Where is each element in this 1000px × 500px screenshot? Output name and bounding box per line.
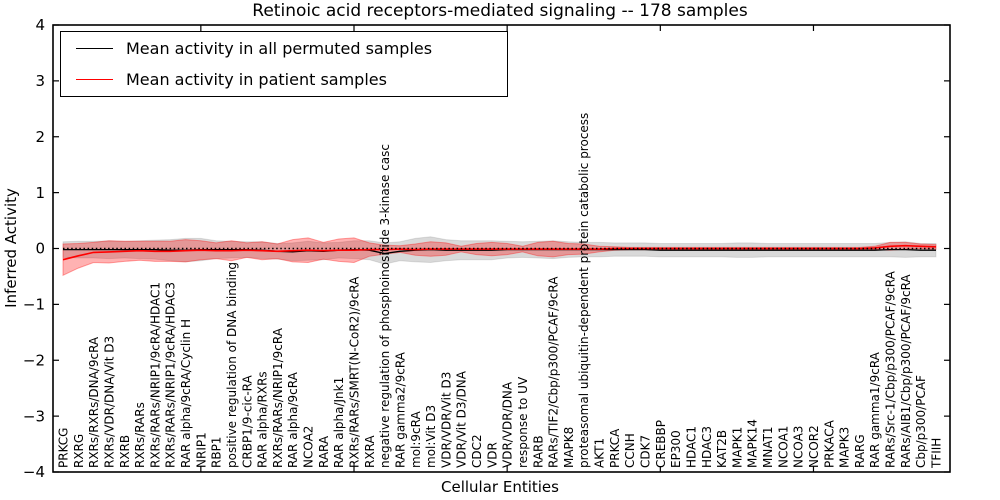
x-tick-label: EP300 bbox=[669, 430, 683, 468]
y-axis-label: Inferred Activity bbox=[2, 188, 20, 308]
y-tick-label: −3 bbox=[23, 407, 45, 425]
x-tick-label: KAT2B bbox=[715, 430, 729, 468]
y-tick-label: −1 bbox=[23, 296, 45, 314]
x-tick-label: response to UV bbox=[516, 376, 530, 468]
legend-label-patient: Mean activity in patient samples bbox=[126, 70, 387, 89]
x-tick-label: PRKACA bbox=[822, 419, 836, 468]
x-tick-label: RAR gamma2/9cRA bbox=[393, 351, 407, 468]
x-tick-label: HDAC3 bbox=[700, 426, 714, 468]
x-tick-label: RXRs/VDR/DNA/Vit D3 bbox=[102, 336, 116, 468]
permuted-line-swatch bbox=[76, 48, 113, 49]
x-tick-label: RAR alpha/9cRA/Cyclin H bbox=[179, 319, 193, 468]
x-tick-label: MAPK14 bbox=[746, 419, 760, 468]
x-tick-label: CDK7 bbox=[639, 435, 653, 468]
patient-mean-line bbox=[62, 244, 937, 261]
x-tick-label: RXRs/RXRs/DNA/9cRA bbox=[87, 336, 101, 468]
x-tick-label: PRKCG bbox=[57, 428, 71, 468]
x-tick-label: proteasomal ubiquitin-dependent protein … bbox=[577, 113, 591, 468]
x-tick-label: MNAT1 bbox=[761, 426, 775, 468]
x-tick-label: AKT1 bbox=[593, 438, 607, 468]
x-tick-label: CREBBP bbox=[654, 420, 668, 468]
x-tick-label: RXRs/RARs/NRIP1/9cRA/HDAC3 bbox=[164, 282, 178, 468]
x-tick-label: RXRs/RARs/SMRT(N-CoR2)/9cRA bbox=[348, 276, 362, 468]
x-tick-label: RBP1 bbox=[210, 437, 224, 468]
x-tick-label: RXRG bbox=[72, 434, 86, 468]
x-tick-label: CCNH bbox=[623, 433, 637, 468]
x-tick-label: negative regulation of phosphoinositide … bbox=[378, 144, 392, 468]
y-tick-label: 4 bbox=[35, 16, 45, 34]
y-tick-label: 0 bbox=[35, 240, 45, 258]
legend-item-patient: Mean activity in patient samples bbox=[61, 68, 507, 92]
x-tick-label: mol:Vit D3 bbox=[424, 405, 438, 468]
y-tick-label: 2 bbox=[35, 128, 45, 146]
x-tick-label: RARs/AIB1/Cbp/p300/PCAF/9cRA bbox=[899, 274, 913, 468]
x-tick-label: RARs/TIF2/Cbp/p300/PCAF/9cRA bbox=[547, 276, 561, 468]
x-tick-label: NCOA2 bbox=[302, 426, 316, 468]
legend: Mean activity in all permuted samples Me… bbox=[60, 31, 508, 97]
patient-std-band bbox=[62, 237, 937, 277]
x-tick-label: RAR gamma1/9cRA bbox=[868, 351, 882, 468]
x-tick-label: VDR/VDR/Vit D3 bbox=[439, 372, 453, 468]
x-tick-label: VDR/Vit D3/DNA bbox=[455, 370, 469, 468]
axes-frame bbox=[52, 24, 951, 473]
x-tick-label: RXRB bbox=[118, 435, 132, 468]
x-tick-label: RARB bbox=[531, 435, 545, 468]
x-tick-label: mol:9cRA bbox=[409, 411, 423, 468]
x-tick-label: RAR alpha/9cRA bbox=[286, 371, 300, 468]
x-tick-label: RXRA bbox=[363, 435, 377, 468]
x-tick-label: MAPK3 bbox=[838, 427, 852, 468]
x-tick-label: RARs/Src-1/Cbp/p300/PCAF/9cRA bbox=[884, 270, 898, 468]
x-tick-label: RXRs/RARs/NRIP1/9cRA/HDAC1 bbox=[148, 282, 162, 468]
x-tick-label: VDR/VDR/DNA bbox=[501, 381, 515, 468]
legend-item-permuted: Mean activity in all permuted samples bbox=[61, 37, 507, 61]
x-tick-label: RARA bbox=[317, 435, 331, 468]
x-tick-label: HDAC1 bbox=[684, 426, 698, 468]
x-tick-label: RXRs/RARs/NRIP1/9cRA bbox=[271, 327, 285, 468]
x-tick-label: NCOA3 bbox=[792, 426, 806, 468]
y-tick-label: 1 bbox=[35, 184, 45, 202]
x-tick-label: NRIP1 bbox=[194, 432, 208, 468]
x-tick-label: Cbp/p300/PCAF bbox=[914, 375, 928, 468]
y-tick-label: −2 bbox=[23, 351, 45, 369]
x-tick-label: NCOA1 bbox=[776, 426, 790, 468]
y-tick-label: −4 bbox=[23, 463, 45, 481]
x-tick-label: RARG bbox=[853, 434, 867, 468]
legend-label-permuted: Mean activity in all permuted samples bbox=[126, 39, 433, 58]
x-tick-label: MAPK1 bbox=[730, 427, 744, 468]
x-tick-label: positive regulation of DNA binding bbox=[225, 262, 239, 468]
y-tick-label: 3 bbox=[35, 72, 45, 90]
x-tick-label: CDC2 bbox=[470, 434, 484, 468]
x-tick-label: CRBP1/9-cic-RA bbox=[240, 374, 254, 468]
x-tick-label: RXRs/RARs bbox=[133, 402, 147, 468]
x-tick-label: NCOR2 bbox=[807, 425, 821, 468]
x-tick-label: TFIIH bbox=[930, 438, 944, 469]
x-axis-label: Cellular Entities bbox=[441, 478, 559, 496]
x-tick-label: VDR bbox=[485, 442, 499, 468]
patient-line-swatch bbox=[76, 79, 113, 80]
x-tick-label: RAR alpha/Jnk1 bbox=[332, 377, 346, 468]
chart-title: Retinoic acid receptors-mediated signali… bbox=[252, 1, 748, 21]
x-tick-label: RAR alpha/RXRs bbox=[256, 371, 270, 468]
x-tick-label: PRKCA bbox=[608, 428, 622, 468]
x-tick-label: MAPK8 bbox=[562, 427, 576, 468]
